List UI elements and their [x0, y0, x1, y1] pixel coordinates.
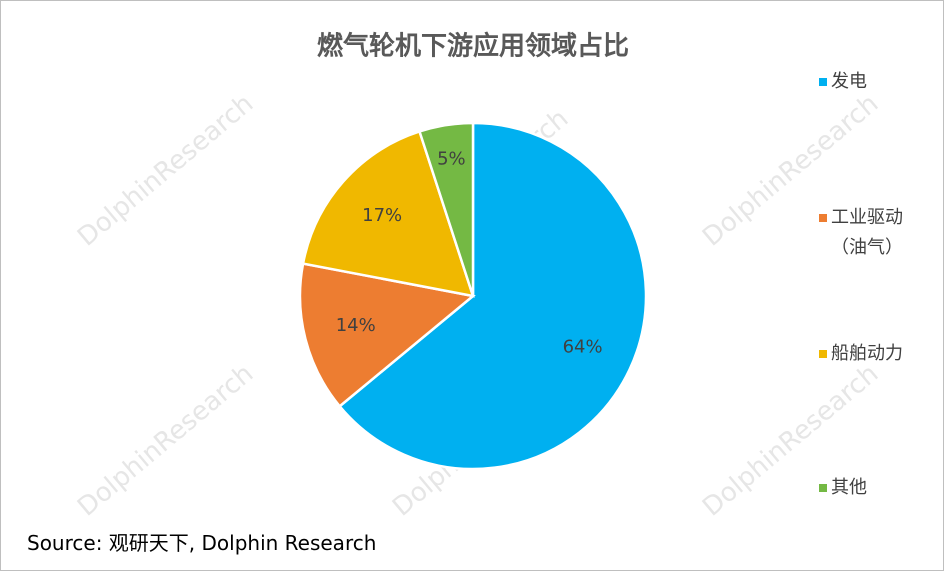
watermark: DolphinResearch	[72, 359, 259, 523]
legend-swatch	[819, 78, 827, 86]
data-label: 64%	[563, 337, 603, 358]
legend-swatch	[819, 350, 827, 358]
data-label: 5%	[437, 148, 466, 169]
pie-slice	[298, 262, 476, 409]
legend-label: 船舶动力	[831, 343, 903, 364]
pie: 64% 14% 17% 5%	[298, 121, 648, 471]
pie-slice	[301, 129, 475, 298]
pie-slice	[337, 121, 648, 471]
chart-title: 燃气轮机下游应用领域占比	[317, 31, 629, 62]
data-label: 17%	[362, 205, 402, 226]
data-label: 14%	[336, 315, 376, 336]
legend-label: 发电	[831, 71, 867, 92]
legend-item: 发电	[819, 67, 909, 97]
legend-label: 其他	[831, 477, 867, 498]
watermark: DolphinResearch	[72, 89, 259, 253]
pie-slice	[417, 121, 475, 297]
legend-label: 工业驱动（油气）	[831, 207, 903, 258]
legend-swatch	[819, 214, 827, 222]
source: Source: 观研天下, Dolphin Research	[27, 531, 377, 555]
legend-item: 其他	[819, 473, 909, 503]
legend-item: 工业驱动（油气）	[819, 203, 909, 263]
legend-item: 船舶动力	[819, 339, 909, 369]
legend-swatch	[819, 484, 827, 492]
